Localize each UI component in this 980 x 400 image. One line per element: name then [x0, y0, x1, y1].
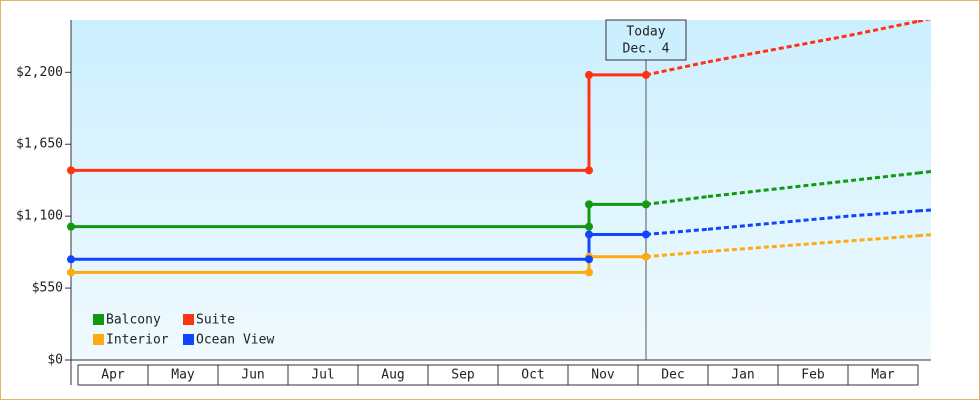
plot-area: [71, 20, 931, 360]
forecast-connector: [645, 60, 709, 77]
forecast-connector: [645, 227, 709, 236]
x-tick-label: Oct: [521, 368, 544, 383]
legend-label: Suite: [196, 313, 235, 328]
price-point: [585, 268, 593, 277]
y-tick-label: $1,650: [16, 137, 63, 152]
legend-swatch: [93, 314, 104, 325]
forecast-connector: [645, 195, 709, 206]
price-point: [642, 200, 650, 209]
x-tick-label: Sep: [451, 368, 475, 383]
x-tick-label: Jun: [241, 368, 264, 383]
forecast-extension: [917, 170, 931, 175]
price-point: [585, 255, 593, 264]
forecast-line: [707, 20, 919, 64]
today-label: Today: [626, 25, 665, 40]
y-tick-label: $2,200: [16, 65, 63, 80]
forecast-line: [707, 171, 919, 199]
price-point: [67, 255, 75, 264]
y-tick-label: $550: [32, 281, 63, 296]
legend-label: Interior: [106, 333, 169, 348]
y-tick-label: $1,100: [16, 209, 63, 224]
price-point: [642, 252, 650, 261]
price-point: [585, 230, 593, 239]
legend-swatch: [183, 314, 194, 325]
x-tick-label: Jan: [731, 368, 754, 383]
price-point: [585, 70, 593, 79]
x-tick-label: Mar: [871, 368, 895, 383]
legend-label: Balcony: [106, 313, 161, 328]
price-point: [67, 268, 75, 277]
forecast-line: [707, 234, 919, 253]
x-tick-label: Feb: [801, 368, 825, 383]
price-point: [67, 166, 75, 175]
forecast-connector: [645, 249, 709, 259]
x-tick-label: May: [171, 368, 195, 383]
x-tick-label: Apr: [101, 368, 125, 383]
price-point: [585, 200, 593, 209]
x-tick-label: Aug: [381, 368, 404, 383]
today-box: [605, 19, 687, 61]
price-point: [642, 230, 650, 239]
forecast-line: [707, 209, 919, 231]
x-tick-label: Dec: [661, 368, 684, 383]
forecast-extension: [917, 20, 931, 23]
price-point: [67, 222, 75, 231]
legend-swatch: [183, 334, 194, 345]
y-tick-label: $0: [47, 353, 63, 368]
legend-swatch: [93, 334, 104, 345]
today-date: Dec. 4: [623, 42, 670, 57]
x-tick-label: Jul: [311, 368, 334, 383]
price-point: [585, 222, 593, 231]
forecast-extension: [917, 208, 931, 213]
price-point: [585, 166, 593, 175]
x-tick-label: Nov: [591, 368, 615, 383]
forecast-extension: [917, 233, 931, 238]
legend-label: Ocean View: [196, 333, 274, 348]
price-point: [642, 70, 650, 79]
plot: [71, 20, 931, 274]
